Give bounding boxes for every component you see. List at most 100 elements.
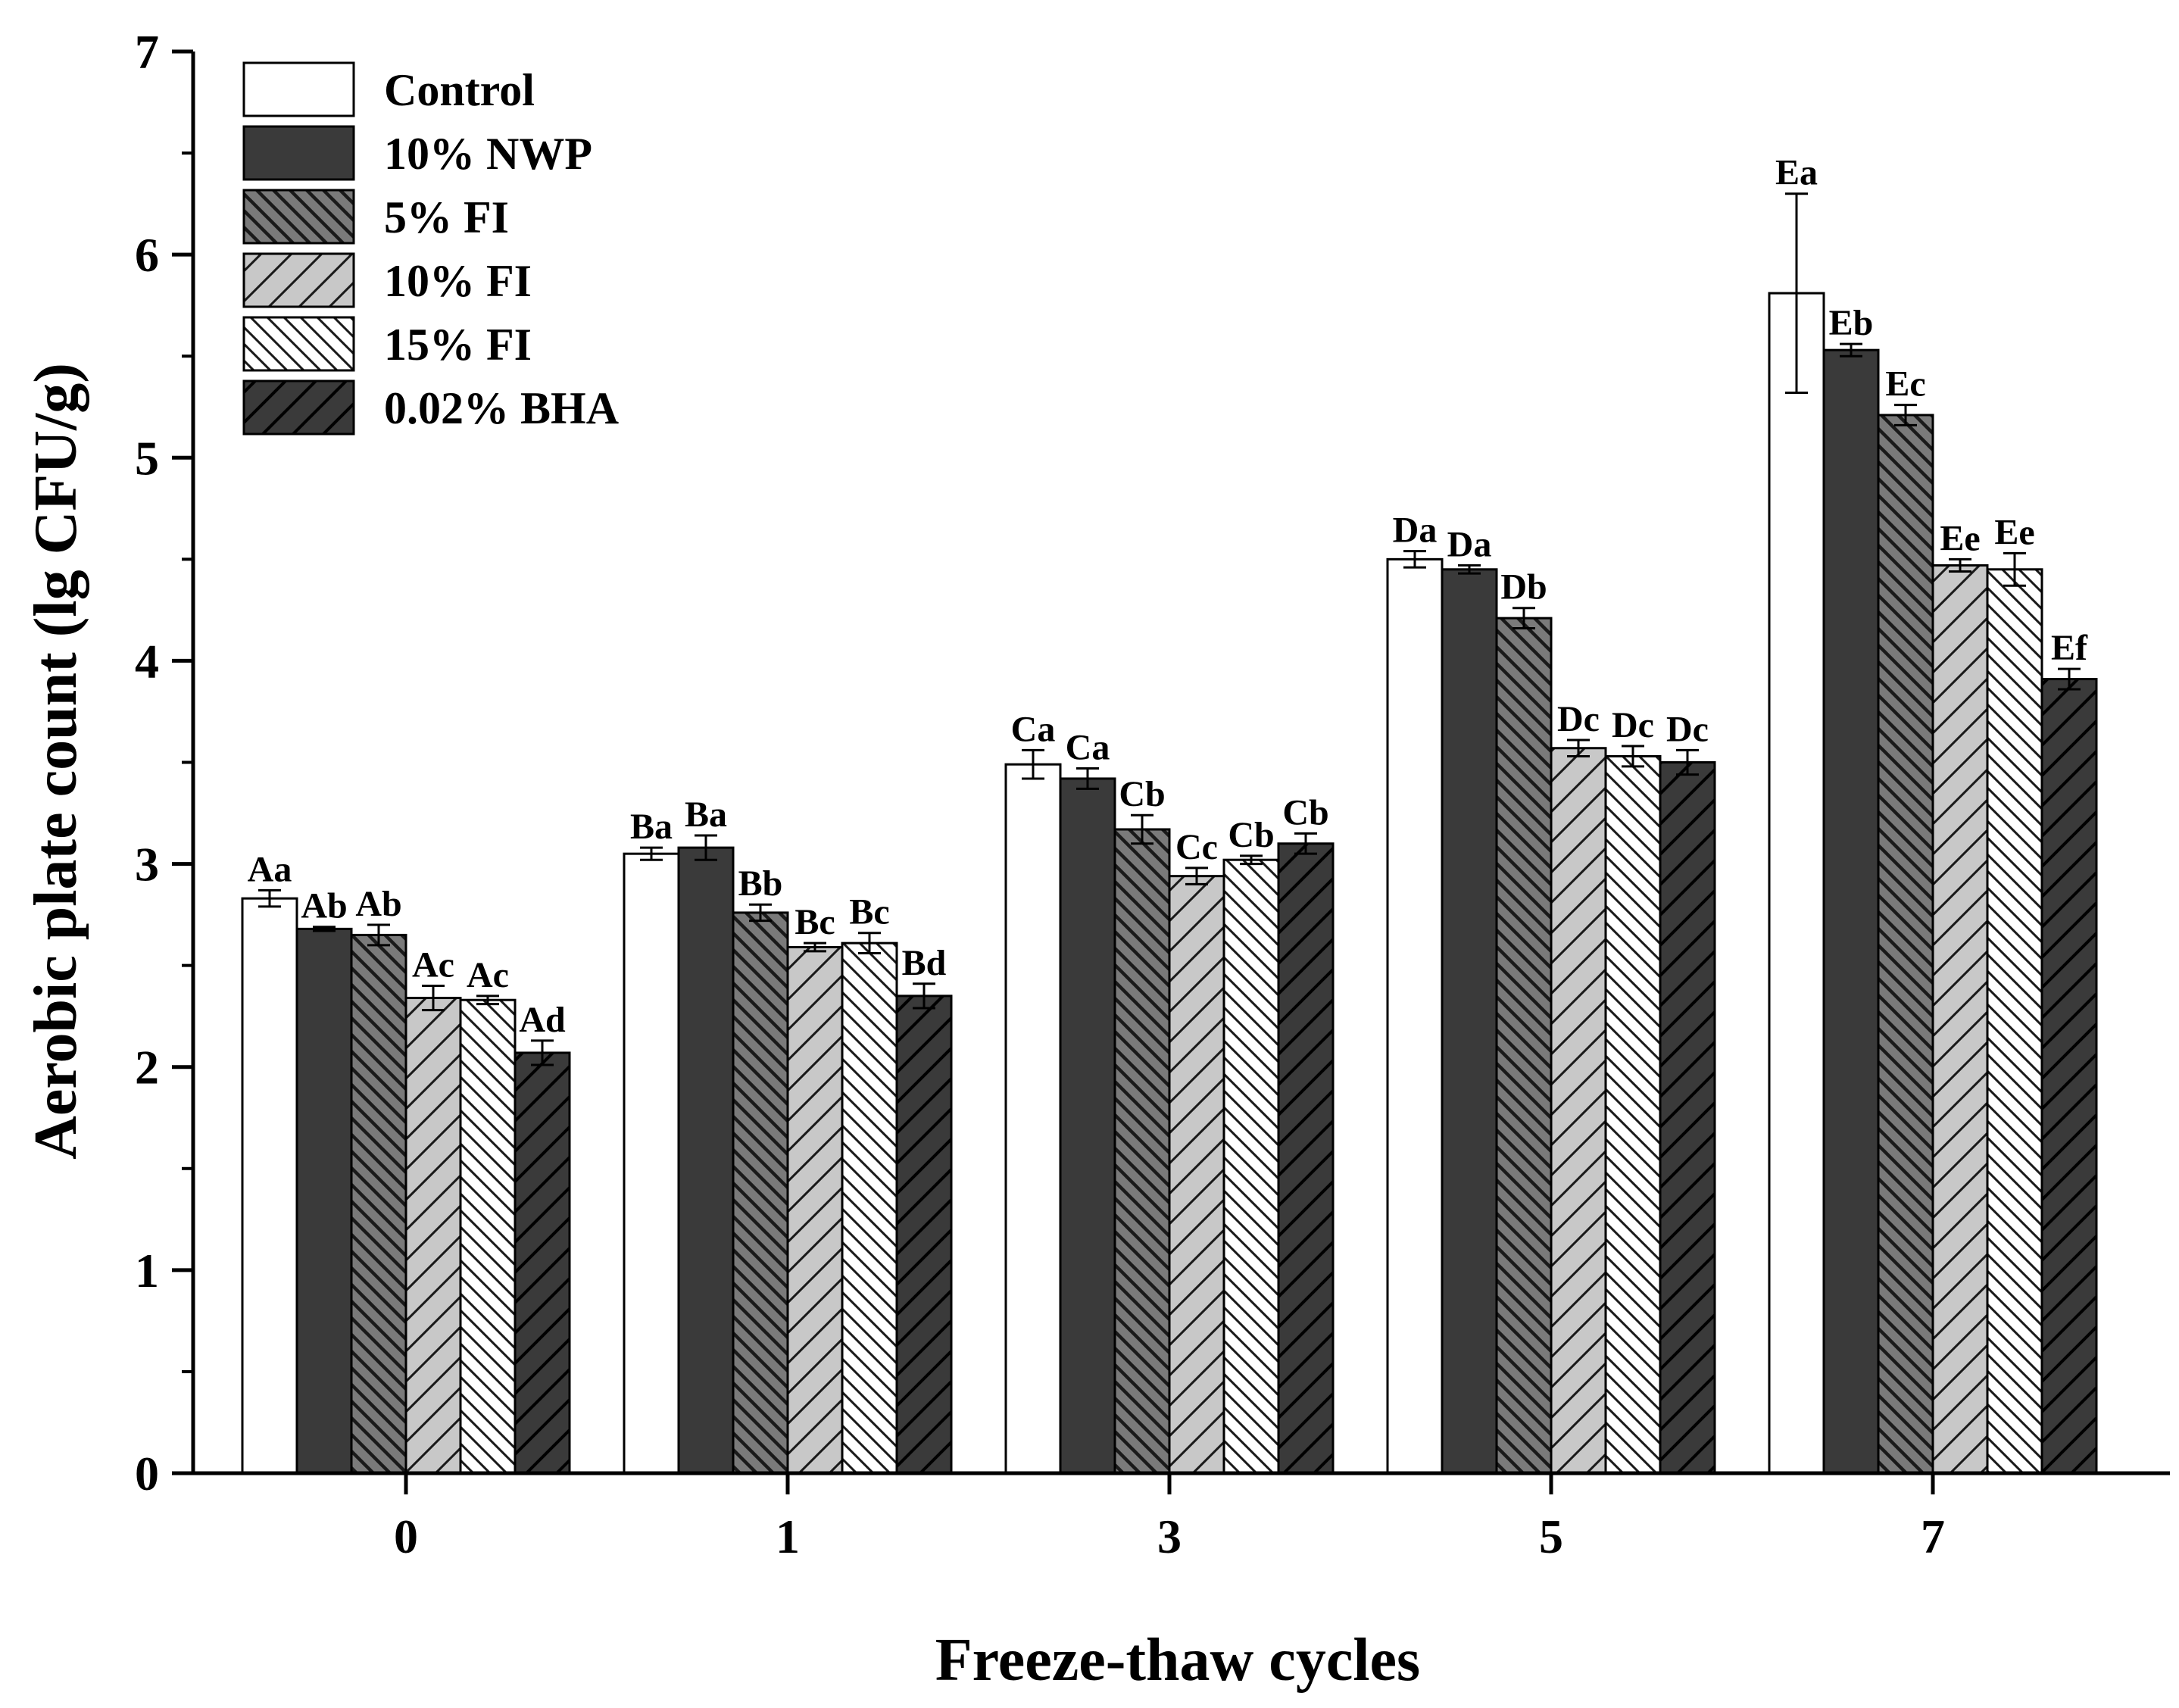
bar — [1986, 568, 2043, 1475]
bar — [677, 846, 735, 1475]
bar — [1441, 568, 1498, 1475]
bar — [841, 941, 898, 1475]
data-label: Da — [1447, 524, 1492, 564]
data-label: Dc — [1612, 705, 1654, 745]
y-axis-ticks: 0 1 2 3 4 5 6 7 — [135, 25, 193, 1500]
data-label: Cb — [1228, 815, 1274, 855]
data-label: Ab — [355, 884, 401, 924]
data-label: Ca — [1011, 709, 1056, 749]
data-label: Bc — [794, 902, 835, 942]
data-label: Cc — [1175, 827, 1218, 867]
data-label: Db — [1500, 567, 1547, 607]
bar — [732, 911, 789, 1475]
y-tick-label: 2 — [135, 1041, 159, 1094]
data-label: Ef — [2051, 628, 2088, 668]
bar — [1004, 763, 1062, 1475]
bar — [1604, 754, 1662, 1475]
x-tick-label: 0 — [394, 1510, 418, 1563]
bar — [1113, 828, 1171, 1475]
x-tick-label: 3 — [1157, 1510, 1182, 1563]
bar — [404, 997, 462, 1475]
legend-swatch — [242, 125, 355, 181]
bar — [350, 933, 407, 1475]
bar — [1168, 875, 1225, 1475]
x-axis-title: Freeze-thaw cycles — [935, 1627, 1420, 1694]
data-label: Ac — [467, 955, 509, 995]
data-label: Eb — [1829, 303, 1874, 343]
bar — [1822, 348, 1880, 1475]
legend-swatch — [242, 61, 355, 117]
bar — [1931, 564, 1989, 1475]
bar-group-cycle-7: Ea Eb Ec Ee Ee Ef — [1768, 153, 2098, 1475]
legend-item: 10% NWP — [242, 125, 592, 181]
data-label: Bb — [738, 863, 783, 904]
data-label: Ba — [685, 795, 727, 835]
y-axis-title: Aerobic plate count (lg CFU/g) — [23, 363, 89, 1160]
data-label: Bd — [902, 943, 947, 983]
bar — [241, 897, 298, 1475]
legend-label: 5% FI — [384, 192, 509, 242]
legend-swatch — [242, 189, 355, 245]
data-label: Ee — [1994, 512, 2034, 552]
y-tick-label: 3 — [135, 838, 159, 891]
data-label: Ea — [1775, 153, 1818, 193]
bar — [1550, 747, 1607, 1475]
legend-label: 10% FI — [384, 256, 532, 306]
bar — [1495, 617, 1553, 1475]
x-tick-label: 1 — [776, 1510, 800, 1563]
bar — [2040, 678, 2098, 1475]
legend: Control 10% NWP 5% FI 10% FI 15% FI 0.02% BHA — [242, 61, 619, 436]
bar — [1222, 858, 1280, 1475]
data-label: Dc — [1557, 699, 1600, 739]
legend-swatch — [242, 252, 355, 308]
data-label: Aa — [248, 849, 292, 889]
bar — [295, 927, 353, 1475]
data-label: Dc — [1666, 709, 1709, 749]
data-label: Ac — [412, 945, 454, 985]
x-tick-label: 7 — [1921, 1510, 1945, 1563]
data-label: Bc — [849, 892, 889, 932]
bar — [623, 852, 680, 1475]
legend-swatch — [242, 379, 355, 436]
data-label: Cb — [1282, 792, 1328, 832]
y-tick-label: 7 — [135, 25, 159, 79]
legend-label: 15% FI — [384, 320, 532, 370]
legend-item: 5% FI — [242, 189, 509, 245]
legend-item: 0.02% BHA — [242, 379, 619, 436]
data-label: Ec — [1885, 364, 1925, 404]
bar — [1659, 761, 1716, 1475]
bar — [786, 946, 844, 1475]
bar — [514, 1051, 571, 1475]
bar — [1277, 842, 1335, 1475]
data-label: Ca — [1066, 728, 1110, 768]
data-label: Ba — [630, 807, 673, 847]
data-label: Da — [1393, 511, 1438, 551]
legend-item: 15% FI — [242, 316, 532, 372]
bar — [1059, 777, 1116, 1475]
bar — [1386, 557, 1444, 1475]
bar — [1877, 414, 1934, 1475]
bar — [459, 998, 517, 1475]
bar — [1768, 292, 1825, 1475]
legend-item: 10% FI — [242, 252, 532, 308]
y-tick-label: 5 — [135, 431, 159, 485]
x-tick-label: 5 — [1539, 1510, 1563, 1563]
legend-label: 0.02% BHA — [384, 383, 619, 433]
y-tick-label: 1 — [135, 1244, 159, 1297]
data-label: Ee — [1940, 518, 1980, 558]
bar — [895, 995, 953, 1475]
x-axis-ticks: 0 1 3 5 7 — [394, 1473, 1945, 1563]
legend-item: Control — [242, 61, 535, 117]
legend-label: 10% NWP — [384, 129, 592, 179]
y-tick-label: 0 — [135, 1447, 159, 1500]
y-tick-label: 6 — [135, 228, 159, 282]
data-label: Cb — [1119, 774, 1165, 814]
bar-group-cycle-1: Ba Ba Bb Bc Bc Bd — [623, 795, 953, 1475]
data-label: Ab — [301, 886, 347, 926]
legend-swatch — [242, 316, 355, 372]
